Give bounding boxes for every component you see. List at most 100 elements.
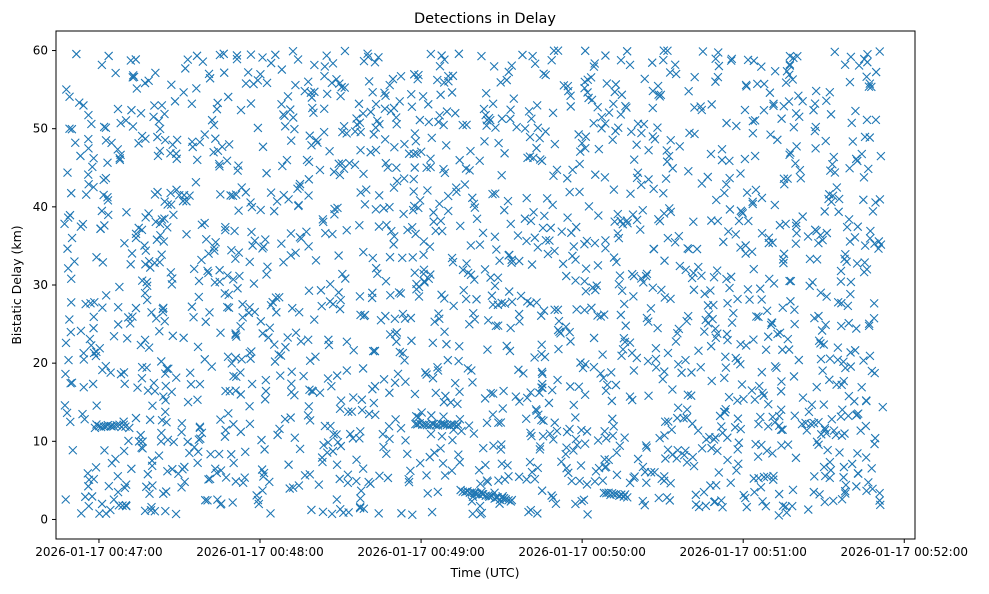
data-point — [857, 382, 867, 392]
data-point — [849, 396, 859, 406]
data-point — [319, 127, 329, 137]
data-point — [757, 228, 767, 238]
data-point — [862, 115, 872, 125]
data-point — [185, 368, 195, 378]
data-point — [160, 197, 170, 207]
data-point — [248, 241, 258, 250]
data-point — [406, 313, 416, 323]
data-point — [734, 438, 744, 448]
data-point — [499, 386, 508, 396]
data-point — [226, 449, 236, 459]
data-point — [76, 508, 86, 518]
data-point — [355, 291, 365, 301]
data-point — [487, 291, 497, 301]
data-point — [499, 205, 509, 215]
data-point — [575, 476, 585, 486]
data-point — [247, 227, 256, 237]
data-point — [453, 399, 462, 409]
data-point — [843, 301, 853, 311]
data-point — [95, 509, 104, 519]
data-point — [120, 483, 130, 493]
data-point — [544, 398, 554, 408]
data-point — [823, 445, 833, 455]
data-point — [777, 345, 787, 355]
data-point — [413, 203, 423, 213]
data-point — [278, 110, 288, 119]
data-point — [718, 502, 727, 512]
data-point — [768, 448, 777, 458]
data-point — [348, 433, 358, 443]
data-point — [714, 61, 724, 71]
data-point — [694, 502, 704, 512]
data-point — [113, 487, 123, 497]
data-point — [422, 470, 431, 480]
data-point — [814, 440, 824, 450]
data-point — [411, 229, 420, 239]
data-point — [87, 492, 97, 501]
data-point — [311, 352, 320, 362]
data-point — [616, 55, 626, 65]
data-point — [774, 489, 784, 499]
data-point — [171, 373, 181, 383]
data-point — [157, 250, 167, 260]
data-point — [571, 276, 580, 285]
data-point — [200, 495, 210, 505]
data-point — [611, 126, 620, 136]
data-point — [566, 102, 576, 111]
data-point — [824, 375, 834, 385]
data-point — [256, 316, 266, 326]
data-point — [288, 46, 298, 56]
data-point — [153, 151, 163, 161]
data-point — [106, 368, 116, 378]
data-point — [656, 285, 666, 295]
data-point — [580, 390, 590, 400]
data-point — [863, 164, 873, 174]
data-point — [600, 462, 610, 472]
data-point — [295, 444, 305, 454]
data-point — [736, 206, 746, 216]
data-point — [81, 190, 91, 199]
data-point — [525, 457, 535, 467]
data-point — [442, 339, 451, 349]
data-point — [187, 137, 197, 147]
data-point — [193, 342, 203, 352]
data-point — [357, 395, 367, 405]
data-point — [670, 237, 680, 247]
data-point — [313, 138, 322, 147]
data-point — [847, 459, 857, 469]
data-point — [335, 170, 345, 180]
data-point — [475, 501, 485, 511]
data-point — [815, 490, 824, 499]
data-point — [851, 482, 861, 491]
data-point — [793, 91, 803, 101]
data-point — [533, 463, 543, 473]
data-point — [305, 415, 315, 425]
data-point — [583, 510, 592, 519]
data-point — [600, 455, 610, 464]
data-point — [816, 339, 825, 348]
data-point — [187, 302, 197, 312]
data-point — [809, 313, 819, 323]
data-point — [789, 372, 799, 381]
data-point — [435, 199, 444, 209]
data-point — [415, 418, 425, 428]
data-point — [562, 463, 571, 473]
data-point — [868, 484, 877, 494]
data-point — [647, 58, 657, 68]
data-point — [156, 436, 166, 446]
data-point — [725, 283, 734, 293]
data-point — [497, 170, 507, 180]
data-point — [177, 482, 186, 492]
data-point — [528, 51, 538, 61]
data-point — [601, 386, 611, 396]
data-point — [756, 62, 766, 72]
data-point — [833, 343, 843, 352]
data-point — [840, 429, 849, 438]
data-point — [731, 353, 741, 363]
data-point — [795, 165, 805, 175]
data-point — [441, 391, 450, 401]
data-point — [663, 233, 673, 243]
data-point — [381, 158, 391, 168]
data-point — [790, 411, 800, 421]
data-point — [266, 58, 276, 68]
